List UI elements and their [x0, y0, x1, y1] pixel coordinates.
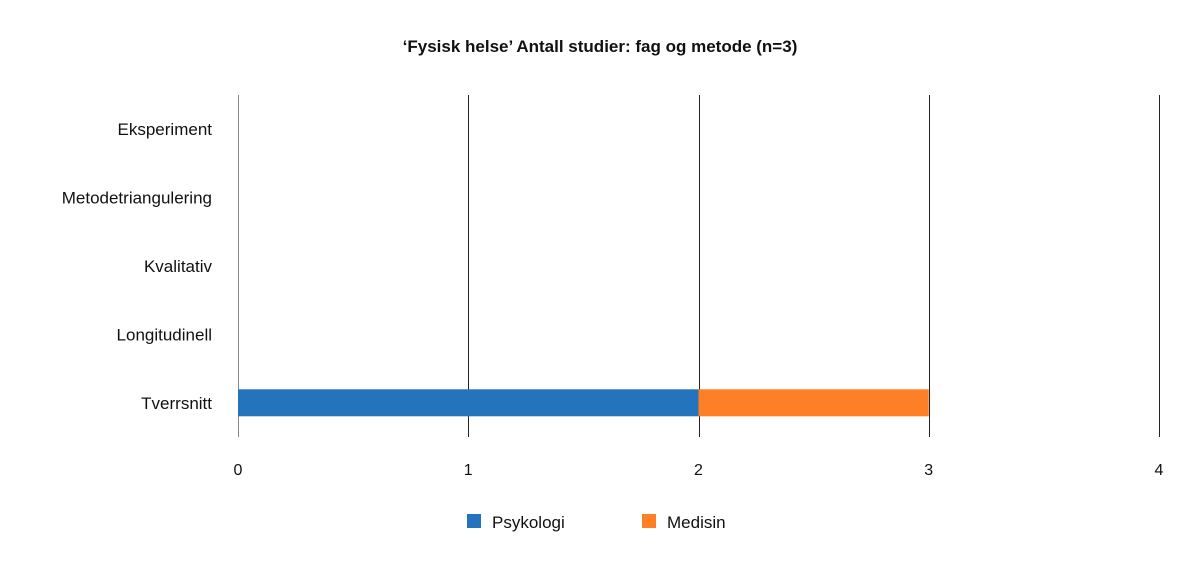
x-tick-label: 0: [234, 462, 243, 479]
x-tick-label: 4: [1155, 462, 1164, 479]
y-category-label: Eksperiment: [118, 120, 213, 139]
y-category-label: Tverrsnitt: [141, 394, 212, 413]
x-tick-label: 1: [464, 462, 473, 479]
legend-label: Psykologi: [492, 513, 565, 532]
bar-medisin: [698, 389, 929, 417]
x-tick-label: 3: [924, 462, 933, 479]
bar-psykologi: [238, 389, 699, 417]
legend-swatch-psykologi: [467, 514, 481, 528]
chart-title: ‘Fysisk helse’ Antall studier: fag og me…: [403, 37, 798, 56]
y-category-label: Metodetriangulering: [62, 189, 212, 208]
legend-label: Medisin: [667, 513, 726, 532]
y-category-label: Longitudinell: [117, 325, 212, 344]
y-category-label: Kvalitativ: [144, 257, 213, 276]
legend-swatch-medisin: [642, 514, 656, 528]
x-tick-label: 2: [694, 462, 703, 479]
